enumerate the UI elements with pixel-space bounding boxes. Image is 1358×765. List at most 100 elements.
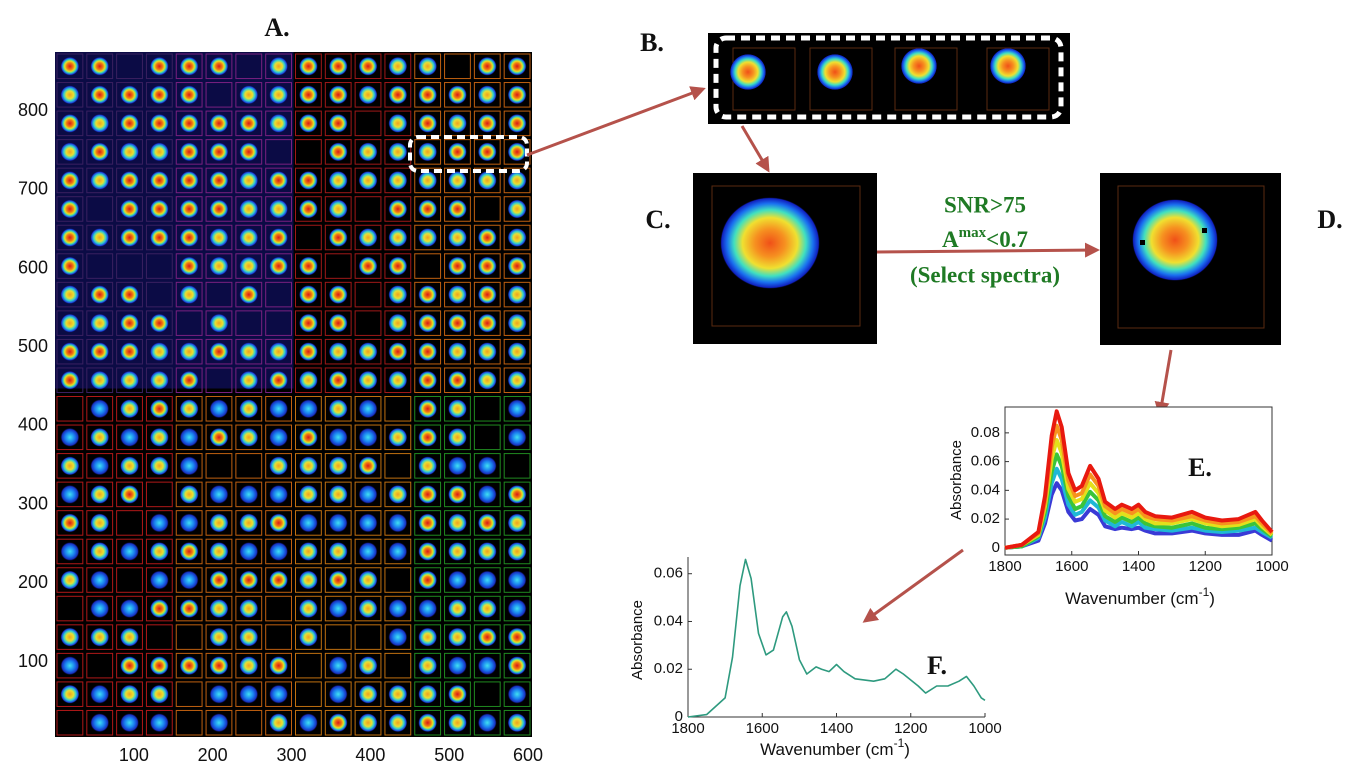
spot [90,57,109,76]
spot [359,542,378,561]
spot [180,142,199,161]
spot [150,542,169,561]
figure: A.10020030040050060010020030040050060070… [0,0,1358,765]
spot [299,399,318,418]
spot [150,171,169,190]
spot [299,285,318,304]
spot [388,713,407,732]
y-tick-label: 0.06 [654,565,683,582]
spot [150,200,169,219]
spot [180,399,199,418]
spot [508,656,527,675]
spot [508,371,527,390]
spot [180,57,199,76]
spot [180,200,199,219]
spot [478,171,497,190]
spot [478,571,497,590]
spot [508,342,527,361]
spot [210,628,229,647]
spot [210,228,229,247]
spot [478,456,497,475]
spot [90,314,109,333]
x-axis-label-part: Wavenumber (cm [1065,589,1199,608]
spot [359,342,378,361]
spot [448,342,467,361]
spot [269,200,288,219]
spot [359,571,378,590]
criterion-part: <0.7 [986,227,1028,252]
spot [418,114,437,133]
spot [388,285,407,304]
spot [418,428,437,447]
spot [150,456,169,475]
spot [388,114,407,133]
spot [60,57,79,76]
spot [180,171,199,190]
spot [448,314,467,333]
spot [329,57,348,76]
spot [478,485,497,504]
spot [448,571,467,590]
spot [269,371,288,390]
spot [180,485,199,504]
spot [120,85,139,104]
spot [60,428,79,447]
spot [299,713,318,732]
spot [269,485,288,504]
spot [239,399,258,418]
spot [269,456,288,475]
spot [508,228,527,247]
spot [60,342,79,361]
spot [90,542,109,561]
spot [388,599,407,618]
spot [418,514,437,533]
spot [60,656,79,675]
spot [388,85,407,104]
spot [239,342,258,361]
spot [210,485,229,504]
spot [359,485,378,504]
criterion-part: A [942,227,959,252]
panel-c-image [693,173,877,344]
spot [90,371,109,390]
spot [60,514,79,533]
spot [329,428,348,447]
x-tick-label: 1800 [988,558,1021,575]
spot [210,142,229,161]
spot [269,399,288,418]
y-tick-label: 400 [18,415,48,435]
spot [150,599,169,618]
y-tick-label: 700 [18,179,48,199]
spot [210,399,229,418]
spot [508,428,527,447]
spot [60,571,79,590]
spot [508,713,527,732]
spot [329,371,348,390]
spot [359,371,378,390]
spot [508,57,527,76]
spot [269,656,288,675]
spot [329,571,348,590]
spot [478,656,497,675]
spot [448,456,467,475]
spot [478,114,497,133]
spot [60,85,79,104]
spot [239,114,258,133]
spectra-charts: 1800160014001200100000.020.040.060.08E.W… [629,407,1289,759]
spot [180,371,199,390]
spot [448,428,467,447]
x-axis-label: Wavenumber (cm-1) [760,736,910,759]
spot [180,228,199,247]
spot [329,485,348,504]
spot [90,285,109,304]
spot [329,685,348,704]
y-tick-label: 300 [18,493,48,513]
spot [299,571,318,590]
spot [210,171,229,190]
chart-title: F. [927,651,947,680]
spot [210,571,229,590]
spot [210,342,229,361]
spot [329,85,348,104]
spot [508,628,527,647]
spot [329,656,348,675]
